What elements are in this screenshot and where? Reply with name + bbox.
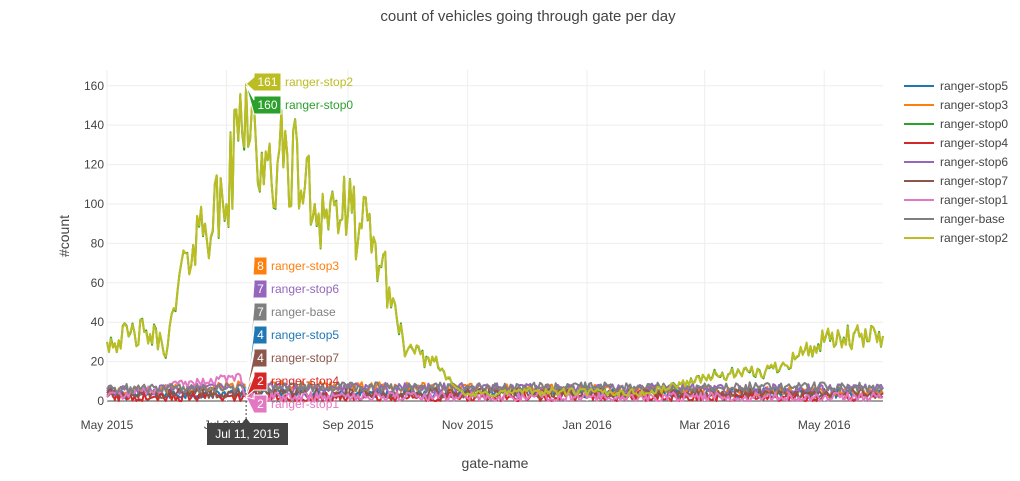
hover-label-series: ranger-stop3 — [271, 259, 339, 273]
hover-label-series: ranger-stop0 — [285, 98, 353, 112]
hover-label-box — [245, 72, 282, 92]
series-lines — [106, 82, 884, 402]
hover-label-box — [245, 256, 268, 386]
hover-label-series: ranger-stop1 — [271, 397, 339, 411]
hover-labels: 161 ranger-stop2 160 ranger-stop0 8 ranger-st… — [207, 72, 353, 445]
hover-label-value: 160 — [257, 98, 277, 112]
hover-label-box — [245, 325, 268, 394]
series-line-ranger-stop4[interactable] — [106, 391, 884, 402]
hover-label-ranger-stop3: 8 ranger-stop3 — [245, 256, 339, 386]
legend-label: ranger-stop2 — [940, 231, 1008, 245]
legend-item-ranger-stop0[interactable]: ranger-stop0 — [904, 117, 1008, 131]
hover-label-ranger-stop7: 4 ranger-stop7 — [245, 348, 339, 394]
hover-label-value: 4 — [257, 351, 264, 365]
x-tick-label: May 2016 — [798, 418, 851, 432]
hover-label-box — [245, 371, 268, 398]
hover-label-ranger-stop4: 2 ranger-stop4 — [245, 371, 339, 398]
legend-label: ranger-stop7 — [940, 174, 1008, 188]
hover-label-ranger-stop6: 7 ranger-stop6 — [245, 279, 339, 388]
grid-lines — [106, 70, 883, 402]
hover-label-box — [245, 85, 282, 115]
hover-label-ranger-stop2: 161 ranger-stop2 — [245, 72, 353, 92]
legend-item-ranger-stop5[interactable]: ranger-stop5 — [904, 79, 1008, 93]
series-line-ranger-base[interactable] — [106, 381, 884, 395]
hover-label-series: ranger-stop4 — [271, 374, 339, 388]
hover-label-ranger-stop5: 4 ranger-stop5 — [245, 325, 339, 394]
hover-label-series: ranger-base — [271, 305, 336, 319]
y-tick-label: 140 — [84, 118, 104, 132]
hover-label-ranger-base: 7 ranger-base — [245, 302, 336, 388]
hover-label-series: ranger-stop7 — [271, 351, 339, 365]
legend-item-ranger-stop7[interactable]: ranger-stop7 — [904, 174, 1008, 188]
x-tick-label: Sep 2015 — [322, 418, 374, 432]
y-tick-label: 0 — [97, 394, 104, 408]
hover-label-value: 161 — [257, 75, 277, 89]
series-line-ranger-stop1[interactable] — [106, 372, 884, 402]
y-tick-label: 40 — [91, 315, 105, 329]
hover-label-series: ranger-stop2 — [285, 75, 353, 89]
hover-label-value: 8 — [257, 259, 264, 273]
legend-item-ranger-stop3[interactable]: ranger-stop3 — [904, 98, 1008, 112]
hover-label-value: 2 — [257, 374, 264, 388]
y-tick-label: 20 — [91, 355, 105, 369]
legend-label: ranger-stop6 — [940, 155, 1008, 169]
x-tick-label: Mar 2016 — [679, 418, 730, 432]
hover-label-value: 7 — [257, 305, 264, 319]
series-line-ranger-stop2[interactable] — [106, 82, 884, 398]
legend-item-ranger-base[interactable]: ranger-base — [904, 212, 1005, 226]
legend-label: ranger-stop5 — [940, 79, 1008, 93]
legend-label: ranger-stop0 — [940, 117, 1008, 131]
hover-label-box — [245, 302, 268, 388]
hover-label-value: 2 — [257, 397, 264, 411]
hover-label-value: 4 — [257, 328, 264, 342]
legend[interactable]: ranger-stop5 ranger-stop3 ranger-stop0 rang… — [904, 79, 1008, 245]
hover-date-text: Jul 11, 2015 — [215, 427, 280, 441]
hover-label-box — [245, 348, 268, 394]
x-tick-label: May 2015 — [81, 418, 134, 432]
legend-label: ranger-stop4 — [940, 136, 1008, 150]
legend-label: ranger-stop3 — [940, 98, 1008, 112]
x-tick-label: Jan 2016 — [562, 418, 612, 432]
hover-date-box — [207, 423, 288, 445]
legend-item-ranger-stop4[interactable]: ranger-stop4 — [904, 136, 1008, 150]
y-tick-label: 80 — [91, 236, 105, 250]
legend-item-ranger-stop2[interactable]: ranger-stop2 — [904, 231, 1008, 245]
y-tick-label: 160 — [84, 79, 104, 93]
x-tick-label: Nov 2015 — [442, 418, 494, 432]
x-axis-label: gate-name — [462, 455, 529, 471]
hover-label-ranger-stop0: 160 ranger-stop0 — [245, 85, 353, 115]
hover-label-series: ranger-stop5 — [271, 328, 339, 342]
hover-date-label: Jul 11, 2015 — [207, 418, 288, 445]
hover-label-box — [245, 279, 268, 388]
y-axis-label: #count — [56, 215, 72, 257]
hover-label-ranger-stop1: 2 ranger-stop1 — [245, 394, 339, 414]
hover-label-series: ranger-stop6 — [271, 282, 339, 296]
y-tick-label: 60 — [91, 276, 105, 290]
legend-label: ranger-base — [940, 212, 1005, 226]
hover-label-box — [245, 394, 268, 414]
chart-title: count of vehicles going through gate per… — [380, 8, 676, 25]
hover-date-pointer — [242, 418, 251, 423]
hover-label-value: 7 — [257, 282, 264, 296]
legend-item-ranger-stop6[interactable]: ranger-stop6 — [904, 155, 1008, 169]
y-tick-label: 120 — [84, 158, 104, 172]
y-tick-label: 100 — [84, 197, 104, 211]
legend-label: ranger-stop1 — [940, 193, 1008, 207]
legend-item-ranger-stop1[interactable]: ranger-stop1 — [904, 193, 1008, 207]
series-line-ranger-stop0[interactable] — [106, 84, 884, 399]
